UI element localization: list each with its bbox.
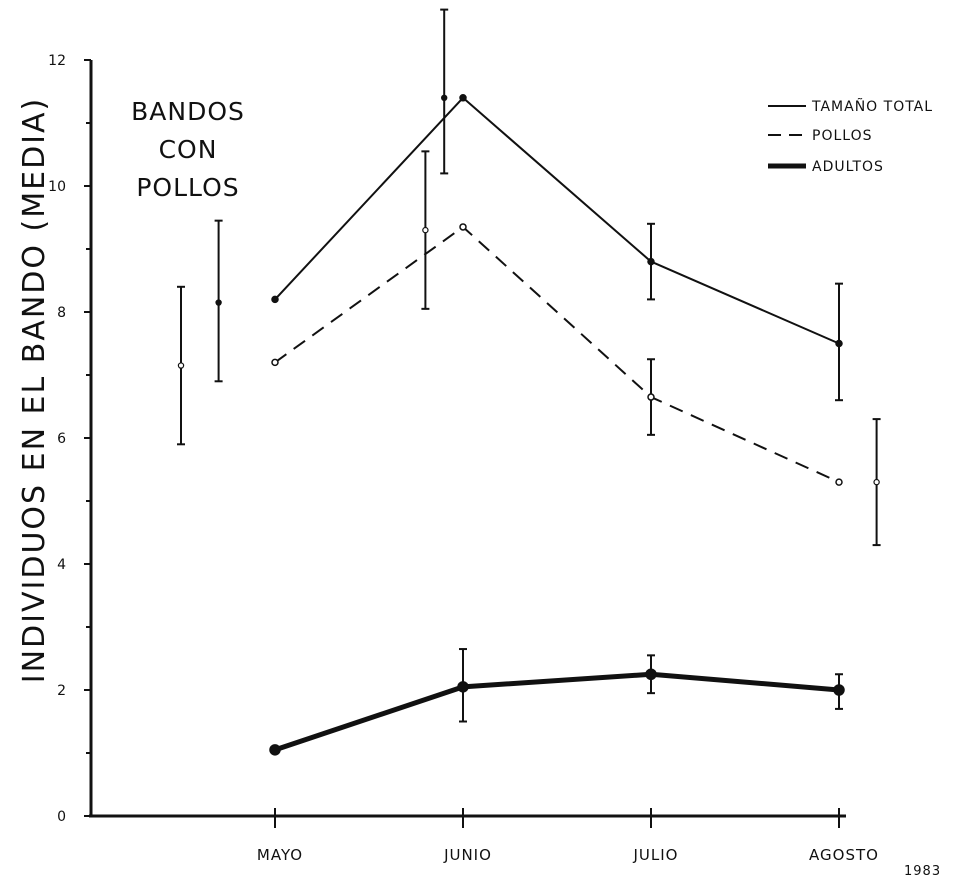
y-tick-label: 2 <box>57 683 66 699</box>
data-point <box>833 684 845 696</box>
y-tick-label: 8 <box>57 305 66 321</box>
data-point <box>459 94 467 102</box>
annotation-line-3: POLLOS <box>136 173 239 202</box>
data-point <box>457 681 469 693</box>
error-bar-mean <box>177 362 185 369</box>
data-points <box>269 94 845 756</box>
annotation-line-2: CON <box>159 135 218 164</box>
legend: TAMAÑO TOTAL POLLOS ADULTOS <box>768 98 933 175</box>
error-bar-mean <box>215 299 222 306</box>
error-bar-mean <box>441 94 448 102</box>
series-line <box>274 225 840 484</box>
data-point <box>269 744 281 756</box>
error-bars <box>177 8 881 723</box>
legend-label-adultos: ADULTOS <box>812 159 884 175</box>
x-ticks: MAYO JUNIO JULIO AGOSTO <box>257 808 879 864</box>
x-tick-label: AGOSTO <box>809 846 879 864</box>
y-tick-label: 6 <box>57 431 66 447</box>
series-line <box>274 96 840 345</box>
data-point <box>647 257 655 266</box>
data-point <box>647 393 655 401</box>
data-point <box>645 668 657 680</box>
error-bar-mean <box>873 478 880 486</box>
y-tick-label: 12 <box>48 53 66 69</box>
data-point <box>835 339 843 348</box>
series-line <box>274 671 840 753</box>
y-tick-label: 0 <box>57 809 66 825</box>
x-tick-label: JULIO <box>633 846 679 864</box>
series-lines <box>274 96 840 753</box>
y-tick-label: 4 <box>57 557 66 573</box>
x-tick-label: MAYO <box>257 846 303 864</box>
legend-label-pollos: POLLOS <box>812 128 872 144</box>
error-bar-mean <box>422 226 429 234</box>
annotation-line-1: BANDOS <box>131 97 245 126</box>
y-ticks: 0 2 4 6 8 10 12 <box>48 53 91 825</box>
data-point <box>271 358 279 367</box>
y-tick-label: 10 <box>48 179 66 195</box>
annotation: BANDOS CON POLLOS <box>131 97 245 202</box>
y-axis-label: INDIVIDUOS EN EL BANDO (MEDIA) <box>17 97 52 684</box>
x-tick-label: JUNIO <box>443 846 492 864</box>
year-label: 1983 <box>904 864 941 878</box>
legend-label-total: TAMAÑO TOTAL <box>811 98 933 115</box>
data-point <box>271 295 279 304</box>
data-point <box>835 478 843 486</box>
data-point <box>459 223 467 231</box>
